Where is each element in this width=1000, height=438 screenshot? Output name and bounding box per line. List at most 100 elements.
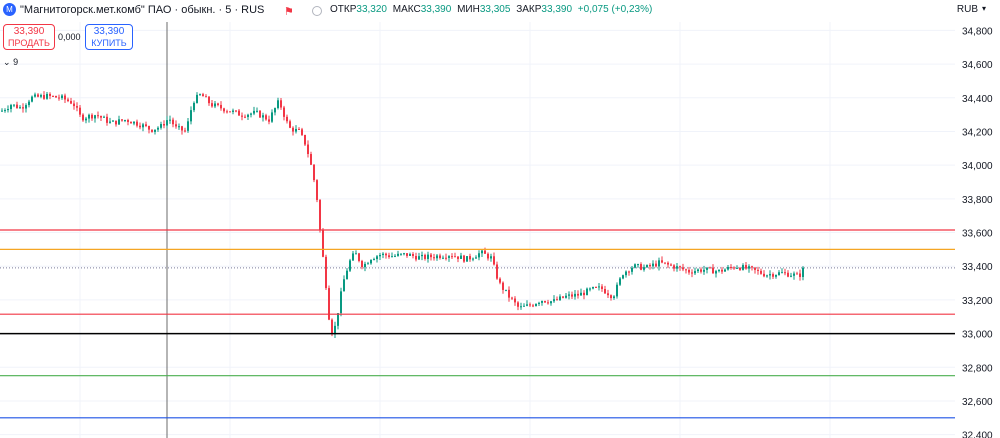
candle-body [610,295,612,299]
candle-body [655,263,657,267]
candle-body [595,286,597,288]
horizontal-levels[interactable]: 33,61533,50033,11533,00032,75032,50033,3… [0,223,995,425]
candle-body [745,265,747,269]
buy-button[interactable]: 33,390 КУПИТЬ [85,24,133,50]
candle-body [670,264,672,266]
indicator-count: 9 [13,57,19,67]
candle-body [760,270,762,274]
candle-body [583,292,585,296]
ohlc-open-label: ОТКР [330,4,357,15]
candle-body [109,121,111,123]
candle-body [496,264,498,279]
candle-body [163,124,165,126]
candle-body [265,115,267,120]
candle-body [442,257,444,259]
candle-body [778,272,780,275]
candle-body [115,120,117,125]
candle-body [253,110,255,114]
candle-body [736,267,738,269]
candle-body [652,263,654,267]
candle-body [730,267,732,269]
candle-body [304,134,306,145]
flag-icon[interactable]: ⚑ [284,6,294,18]
candle-body [226,111,228,113]
candle-body [415,256,417,260]
candle-body [370,259,372,264]
candle-body [232,110,234,112]
candle-body [202,94,204,97]
price-axis[interactable]: 34,800 34,600 34,400 34,200 34,000 33,800 33,6… [955,0,1000,438]
candle-body [25,105,27,109]
candle-body [421,254,423,257]
ohlc-high-label: МАКС [392,4,421,15]
candle-body [247,114,249,117]
candle-body [559,296,561,301]
chevron-down-icon[interactable]: ▾ [981,4,986,13]
symbol-title[interactable]: "Магнитогорск.мет.комб" ПАО · обыкн. · 5… [20,4,265,16]
candle-body [13,104,15,106]
candle-body [259,110,261,118]
candle-body [508,289,510,298]
ohlc-change-value: +0,075 (+0,23%) [577,4,653,15]
candle-body [385,253,387,256]
candle-body [643,267,645,270]
candle-body [574,293,576,297]
candle-body [352,253,354,261]
candle-body [766,275,768,277]
ohlc-values: ОТКР33,320 МАКС33,390 МИН33,305 ЗАКР33,3… [330,4,655,15]
y-tick-label: 33,400 [962,262,993,273]
spread-value: 0,000 [58,32,81,42]
candle-body [325,256,327,289]
candle-body [802,267,804,277]
candle-body [577,293,579,296]
candle-body [412,253,414,257]
market-status-icon[interactable] [312,6,322,16]
candle-body [490,256,492,259]
y-tick-label: 32,400 [962,431,993,438]
candle-body [487,253,489,259]
ohlc-close-value: 33,390 [541,4,573,15]
candle-body [172,119,174,125]
candle-body [46,93,48,99]
candle-body [22,107,24,109]
candle-body [565,295,567,298]
candle-body [196,94,198,103]
candle-body [622,275,624,279]
candle-body [544,300,546,303]
candle-body [106,116,108,123]
candle-body [526,304,528,306]
candle-body [739,267,741,270]
candle-body [355,253,357,255]
candle-body [445,257,447,259]
candle-body [343,279,345,292]
ohlc-low-value: 33,305 [479,4,511,15]
candle-body [190,110,192,122]
candle-body [451,256,453,258]
candle-body [379,254,381,257]
candle-body [64,95,66,100]
candle-body [523,305,525,307]
sell-button[interactable]: 33,390 ПРОДАТЬ [3,24,55,50]
sell-price: 33,390 [13,26,45,37]
candle-body [679,266,681,268]
candle-body [361,260,363,268]
candle-body [781,272,783,274]
ohlc-open-value: 33,320 [356,4,387,15]
candle-body [619,278,621,285]
candle-body [448,256,450,258]
y-tick-label: 33,800 [962,195,993,206]
candle-body [274,108,276,113]
candle-body [334,325,336,335]
currency-label[interactable]: RUB [956,4,978,15]
candle-body [793,273,795,276]
candle-body [256,110,258,112]
candle-body [31,96,33,102]
candle-body [289,121,291,128]
candle-body [661,260,663,263]
symbol-logo-icon[interactable]: M [3,3,16,16]
indicators-toggle[interactable]: ⌄ 9 [3,55,25,69]
candle-body [634,264,636,268]
candle-body [688,269,690,273]
candle-body [367,263,369,265]
